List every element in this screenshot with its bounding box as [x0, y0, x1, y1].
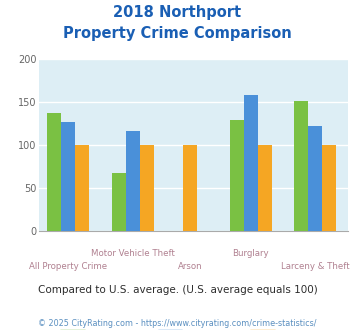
Bar: [230, 120, 244, 231]
Bar: [294, 101, 308, 231]
Legend: Northport, Alabama, National: Northport, Alabama, National: [56, 326, 331, 330]
Bar: [75, 145, 89, 231]
Text: Compared to U.S. average. (U.S. average equals 100): Compared to U.S. average. (U.S. average …: [38, 285, 317, 295]
Bar: [184, 145, 197, 231]
Bar: [308, 126, 322, 231]
Bar: [322, 145, 336, 231]
Text: Burglary: Burglary: [233, 249, 269, 258]
Bar: [47, 113, 61, 231]
Text: Larceny & Theft: Larceny & Theft: [281, 262, 350, 271]
Text: Arson: Arson: [178, 262, 203, 271]
Bar: [112, 173, 126, 231]
Bar: [258, 145, 272, 231]
Bar: [126, 131, 140, 231]
Bar: [140, 145, 154, 231]
Bar: [61, 122, 75, 231]
Text: Motor Vehicle Theft: Motor Vehicle Theft: [91, 249, 175, 258]
Text: All Property Crime: All Property Crime: [29, 262, 107, 271]
Text: © 2025 CityRating.com - https://www.cityrating.com/crime-statistics/: © 2025 CityRating.com - https://www.city…: [38, 319, 317, 328]
Bar: [244, 95, 258, 231]
Text: 2018 Northport: 2018 Northport: [114, 5, 241, 20]
Text: Property Crime Comparison: Property Crime Comparison: [63, 26, 292, 41]
